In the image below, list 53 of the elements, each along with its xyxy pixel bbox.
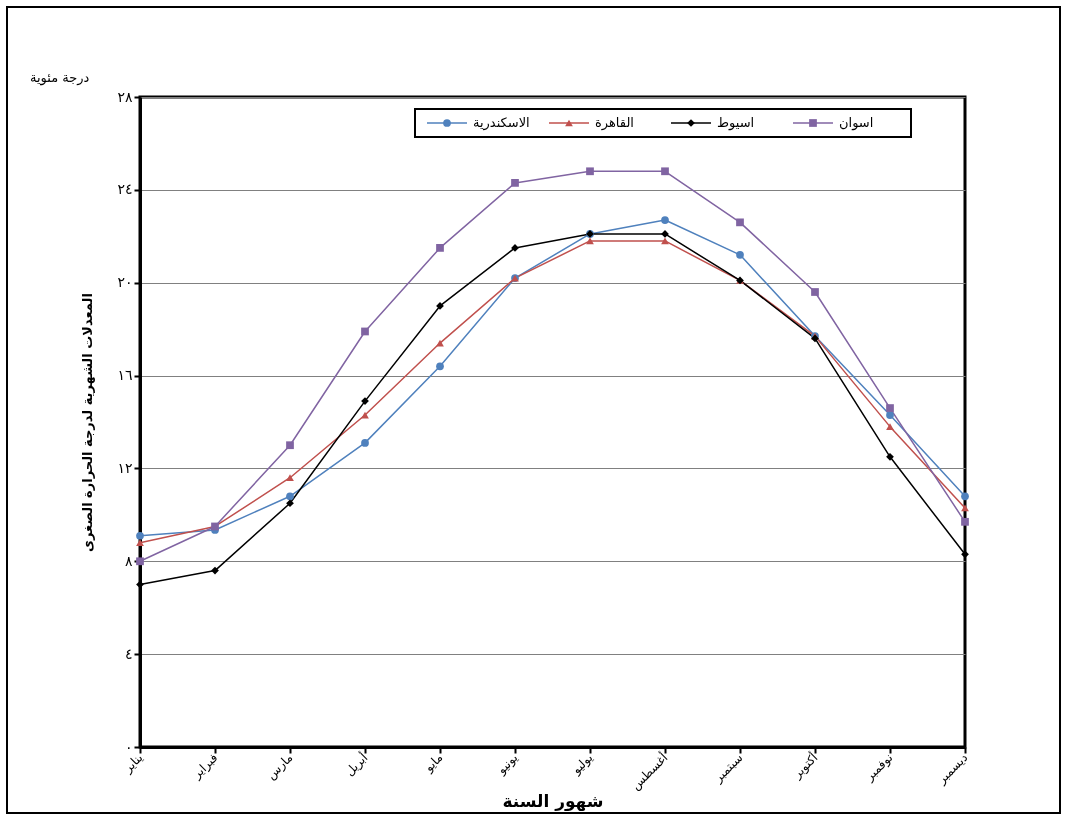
legend-label: الاسكندرية [473, 115, 530, 131]
point [361, 439, 369, 447]
point [661, 167, 669, 176]
point [811, 288, 819, 296]
point [586, 167, 594, 176]
point [961, 517, 969, 526]
point [136, 531, 144, 540]
x-tick-label: أبريل [341, 749, 372, 780]
y-tick-label: ٤ [124, 645, 133, 662]
point [961, 492, 969, 501]
point [286, 499, 294, 508]
x-tick-label: يونيو [493, 750, 522, 778]
point [586, 237, 594, 245]
point [661, 237, 669, 245]
x-tick-label: مارس [263, 750, 297, 783]
point [211, 566, 219, 575]
x-axis-title: شهور السنة [502, 790, 604, 812]
point [136, 539, 144, 547]
x-tick-label: أكتوبر [788, 749, 822, 783]
x-tick-label: مايو [420, 750, 447, 776]
legend-label: اسيوط [717, 115, 755, 131]
x-tick-label: يوليو [568, 750, 597, 779]
y-tick-label: ٢٠ [117, 274, 133, 291]
legend-label: القاهرة [595, 115, 634, 131]
point [436, 362, 444, 371]
point [511, 179, 519, 187]
legend-label: اسوان [839, 115, 874, 131]
x-tick-label: ديسمبر [933, 750, 972, 788]
point [886, 452, 894, 461]
x-tick-label: نوفمبر [861, 750, 897, 785]
point [361, 327, 369, 336]
y-axis-title: المعدلات الشهرية لدرجة الحرارة الصغرى [80, 293, 96, 552]
point [286, 492, 294, 501]
x-tick-label: سبتمبر [710, 750, 747, 787]
y-tick-label: ١٦ [117, 367, 133, 384]
point [886, 423, 894, 430]
point [736, 250, 744, 259]
point [886, 411, 894, 419]
point [436, 244, 444, 252]
x-tick-label: فبراير [189, 750, 222, 783]
y-tick-label: ٢٤ [117, 181, 133, 198]
y-tick-label: ١٢ [117, 459, 133, 476]
point [886, 404, 894, 412]
x-tick-label: أغسطس [627, 749, 672, 794]
point [136, 580, 144, 589]
point [661, 216, 669, 224]
point [961, 504, 969, 512]
text: درجة مئوية [30, 70, 90, 86]
point [736, 218, 744, 227]
point [286, 474, 294, 482]
y-tick-label: ٨ [124, 552, 133, 569]
y-tick-label: ٢٨ [117, 88, 133, 105]
point [286, 441, 294, 450]
